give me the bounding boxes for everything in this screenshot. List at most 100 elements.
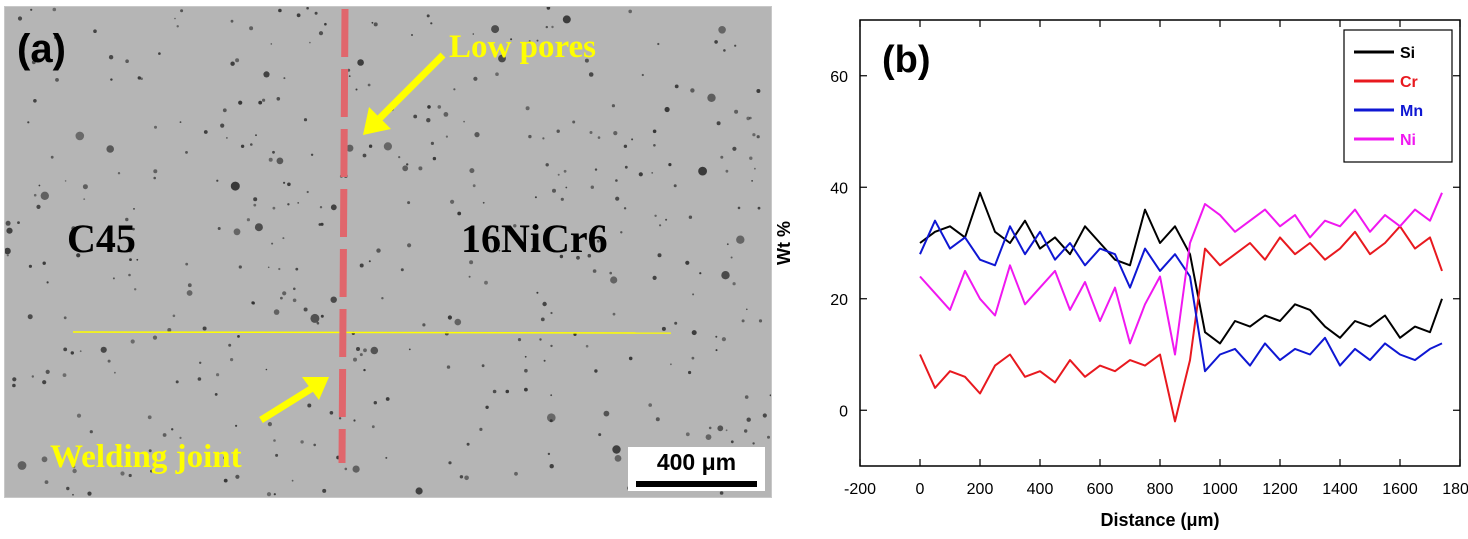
- pore: [133, 208, 135, 210]
- pore: [614, 455, 622, 462]
- pore: [272, 150, 275, 154]
- pore: [692, 293, 695, 296]
- pore: [338, 417, 342, 420]
- series-line-si: [919, 191, 1443, 345]
- pore: [33, 99, 37, 103]
- pore: [344, 467, 348, 471]
- pore: [767, 435, 770, 439]
- pore: [443, 112, 449, 117]
- pore: [707, 93, 716, 103]
- pore: [307, 403, 312, 408]
- pore: [83, 198, 86, 201]
- pore: [363, 368, 366, 372]
- pore: [752, 133, 756, 137]
- pore: [481, 364, 485, 368]
- pore: [466, 442, 470, 446]
- pore: [17, 16, 23, 21]
- pore: [174, 17, 176, 20]
- pore: [246, 218, 250, 222]
- pore: [220, 123, 225, 128]
- pore: [197, 377, 202, 381]
- pore: [550, 344, 553, 348]
- pore: [223, 478, 228, 483]
- pore: [38, 184, 41, 187]
- pore: [559, 254, 564, 259]
- pore: [690, 88, 695, 93]
- pore: [744, 395, 749, 399]
- pore: [491, 25, 500, 34]
- pore: [235, 424, 238, 427]
- pore: [383, 142, 392, 151]
- pore: [125, 59, 129, 63]
- pore: [167, 328, 172, 332]
- pore: [534, 196, 537, 199]
- pore: [459, 475, 464, 479]
- pore: [661, 326, 666, 331]
- pore: [217, 227, 221, 230]
- pore: [474, 132, 480, 138]
- pore: [158, 52, 161, 55]
- scale-bar-label: 400 μm: [656, 449, 737, 475]
- pore: [278, 8, 282, 13]
- pore: [359, 353, 363, 357]
- pore: [295, 267, 299, 271]
- pore: [303, 118, 308, 122]
- pore: [17, 461, 27, 470]
- pore: [6, 254, 9, 257]
- pore: [469, 168, 475, 174]
- pore: [657, 42, 660, 46]
- pore: [72, 493, 74, 496]
- pore: [473, 76, 478, 81]
- pore: [668, 163, 672, 167]
- pore: [128, 473, 132, 478]
- pore: [64, 180, 67, 182]
- pore: [545, 25, 548, 29]
- pore: [322, 488, 327, 493]
- pore: [691, 356, 695, 360]
- x-tick-label: 1200: [1262, 481, 1298, 498]
- pore: [730, 440, 734, 444]
- pore: [249, 26, 254, 31]
- pore: [482, 201, 485, 204]
- pore: [542, 301, 547, 307]
- pore: [734, 109, 739, 114]
- pore: [563, 169, 567, 173]
- pore: [93, 29, 97, 33]
- pore: [252, 301, 255, 305]
- pore: [371, 425, 375, 429]
- pore: [510, 38, 513, 41]
- pore: [280, 296, 283, 300]
- pore: [63, 316, 67, 320]
- pore: [524, 355, 527, 358]
- pore: [725, 429, 728, 432]
- annotation-low-pores: Low pores: [449, 29, 596, 65]
- pore: [17, 221, 20, 225]
- pore: [756, 89, 761, 93]
- pore: [612, 312, 616, 316]
- pore: [398, 156, 401, 159]
- pore: [45, 369, 50, 374]
- pore: [306, 7, 309, 10]
- pore: [514, 471, 518, 476]
- welding-joint-line: [338, 8, 349, 464]
- pore: [137, 76, 141, 80]
- pore: [732, 146, 737, 151]
- pore: [79, 350, 82, 353]
- pore: [757, 206, 761, 210]
- pore: [265, 368, 268, 371]
- pore: [422, 323, 426, 327]
- x-tick-label: 400: [1027, 481, 1054, 498]
- pore: [762, 413, 767, 418]
- pore: [31, 60, 36, 65]
- pore: [674, 84, 679, 89]
- pore: [41, 456, 48, 463]
- pore: [623, 144, 628, 148]
- pore: [446, 365, 451, 369]
- pore: [615, 196, 620, 201]
- pore: [216, 373, 220, 377]
- pore: [737, 206, 741, 210]
- pore: [356, 347, 360, 351]
- pore: [313, 443, 317, 447]
- pore: [179, 436, 182, 439]
- pore: [744, 429, 748, 433]
